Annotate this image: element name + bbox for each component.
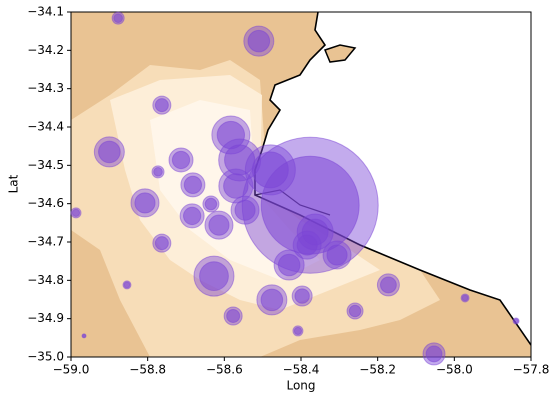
y-tick-label: −34.6 (27, 196, 64, 210)
bubble-circle (199, 261, 229, 292)
island (323, 44, 357, 63)
bubble (230, 195, 260, 225)
bubble-circle (113, 13, 123, 23)
bubble (70, 207, 82, 219)
bubble (211, 115, 251, 155)
bubble (322, 240, 352, 270)
bubble (273, 249, 305, 281)
bubble-circle (234, 199, 256, 221)
y-tick-label: −34.9 (27, 311, 64, 325)
bubble-circle (82, 333, 86, 338)
bubble (460, 293, 470, 303)
x-tick-label: −57.8 (513, 363, 550, 377)
bubble-circle (183, 175, 203, 195)
bubble-circle (134, 192, 156, 214)
bubble-circle (208, 214, 230, 236)
x-tick-label: −58.8 (129, 363, 166, 377)
y-axis-label: Lat (7, 174, 21, 193)
bubble (193, 255, 235, 297)
bubble (202, 195, 220, 213)
y-tick-label: −34.1 (27, 5, 64, 19)
bubble-circle (223, 173, 249, 199)
bubble (256, 284, 288, 316)
bubble (512, 317, 520, 325)
bubble (291, 285, 313, 307)
y-tick-label: −34.8 (27, 273, 64, 287)
bubble (168, 147, 194, 173)
bubble (346, 302, 364, 320)
bubble (179, 203, 205, 229)
y-tick-label: −35.0 (27, 350, 64, 364)
bubble (122, 280, 132, 290)
bubble (292, 230, 322, 260)
bubble-circle (204, 197, 218, 211)
bubble (180, 172, 206, 198)
x-tick-label: −58.4 (283, 363, 320, 377)
y-tick-label: −34.5 (27, 158, 64, 172)
y-tick-label: −34.7 (27, 235, 64, 249)
bubble-circle (123, 281, 131, 289)
bubble (422, 342, 446, 366)
bubble-circle (71, 208, 81, 217)
x-tick-label: −58.0 (436, 363, 473, 377)
bubble-circle (293, 326, 303, 336)
bubble-circle (98, 140, 121, 164)
bubble-circle (348, 304, 362, 318)
x-axis-label: Long (286, 379, 315, 393)
x-tick-label: −59.0 (53, 363, 90, 377)
bubble-circle (171, 150, 191, 170)
bubble (130, 188, 160, 218)
bubble-circle (513, 318, 519, 324)
bubble-circle (260, 288, 284, 312)
bubble-circle (425, 345, 443, 363)
y-tick-label: −34.4 (27, 120, 64, 134)
bubble-circle (154, 236, 169, 251)
bubble-circle (182, 206, 202, 226)
bubble-circle (296, 234, 318, 256)
bubble-circle (379, 276, 397, 294)
bubble (151, 165, 165, 179)
bubble (243, 25, 275, 57)
bubble-circle (153, 167, 163, 177)
bubble (292, 325, 304, 337)
bubble-circle (326, 244, 348, 266)
bubble (218, 168, 254, 204)
y-tick-label: −34.3 (27, 81, 64, 95)
bubble-circle (154, 98, 169, 113)
x-tick-label: −58.2 (359, 363, 396, 377)
bubble (152, 233, 172, 253)
bubble (111, 11, 125, 25)
bubble-circle (277, 253, 301, 277)
coastline (254, 12, 531, 346)
bubble-circle (247, 29, 271, 53)
bubble-circle (226, 309, 241, 323)
bubble (93, 136, 125, 168)
bubble-circle (461, 294, 469, 302)
bubble (81, 333, 87, 339)
river (255, 12, 531, 345)
x-tick-label: −58.6 (206, 363, 243, 377)
bubble-circle (294, 288, 310, 304)
bubble (376, 273, 400, 297)
bubble (223, 306, 243, 326)
bubble (204, 210, 234, 240)
bubble (152, 95, 172, 115)
y-tick-label: −34.2 (27, 43, 64, 57)
bubble (241, 136, 379, 274)
